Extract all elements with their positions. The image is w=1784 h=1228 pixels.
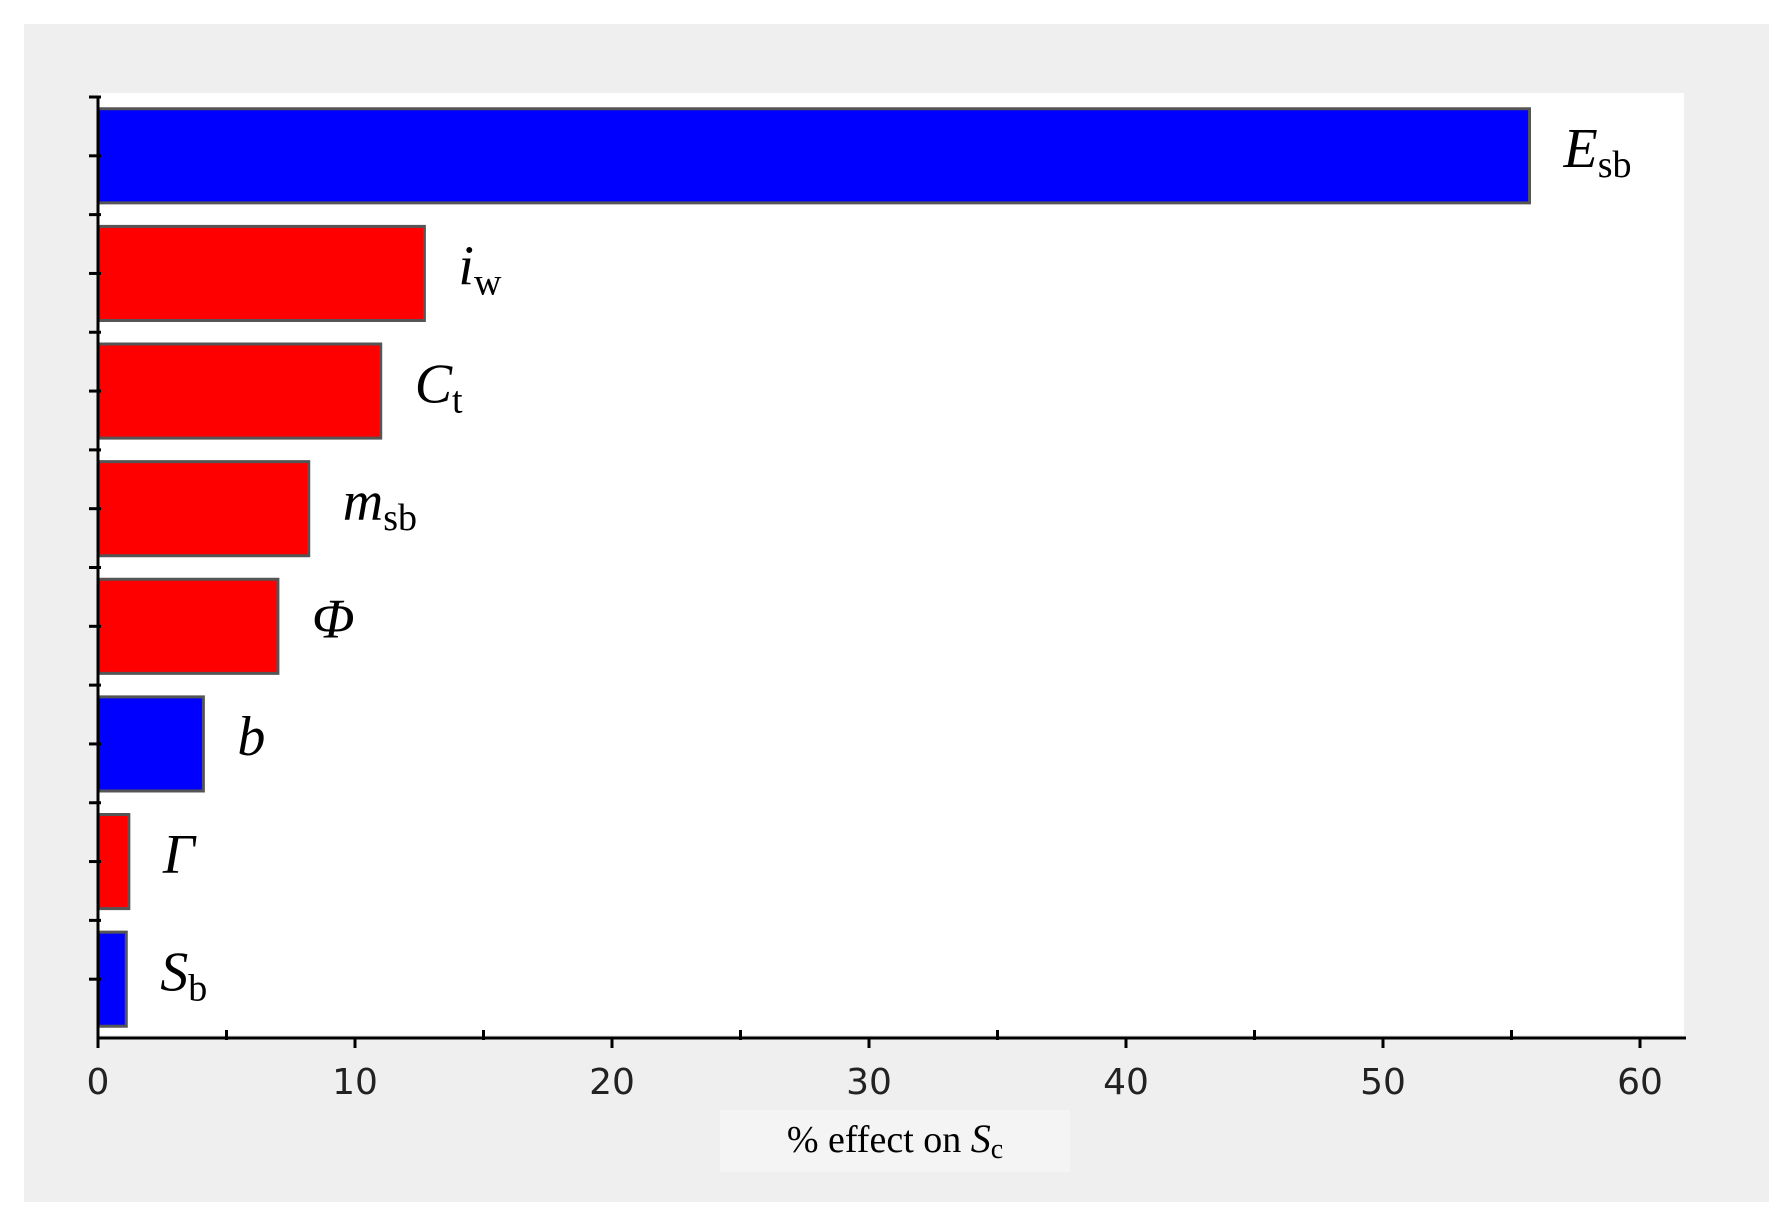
bar-label-7: Sb <box>160 941 207 1009</box>
bar-label-2: Ct <box>415 353 463 421</box>
bar-label-symbol-7: S <box>160 941 188 1003</box>
bar-7 <box>96 930 128 1028</box>
x-axis-label-box <box>720 1110 1070 1172</box>
bar-label-symbol-0: E <box>1562 118 1597 180</box>
bar-label-symbol-5: b <box>237 706 265 768</box>
bar-6 <box>96 813 131 911</box>
bar-label-0: Esb <box>1562 118 1631 186</box>
bar-4 <box>96 577 280 675</box>
x-axis-label: % effect on Sc <box>787 1116 1003 1165</box>
x-tick-label-0: 0 <box>87 1062 110 1103</box>
x-tick-label-4: 40 <box>1103 1062 1149 1103</box>
x-axis-label-symbol: S <box>971 1116 991 1161</box>
x-axis-label-subscript: c <box>991 1134 1003 1165</box>
bar-label-1: iw <box>458 236 502 304</box>
bar-label-subscript-7: b <box>188 967 207 1009</box>
bar-label-symbol-3: m <box>343 471 383 533</box>
x-tick-label-6: 60 <box>1617 1062 1663 1103</box>
x-tick-label-1: 10 <box>332 1062 378 1103</box>
bar-0 <box>96 107 1531 205</box>
bar-label-symbol-2: C <box>415 353 453 415</box>
bar-label-subscript-3: sb <box>383 497 417 539</box>
x-tick-label-3: 30 <box>846 1062 892 1103</box>
bar-label-4: Φ <box>312 589 355 651</box>
bar-2 <box>96 342 383 440</box>
bar-5 <box>96 695 205 793</box>
x-axis-label-text: % effect on <box>787 1119 971 1161</box>
bar-label-symbol-6: Γ <box>162 824 197 886</box>
bar-1 <box>96 224 426 322</box>
bar-label-symbol-4: Φ <box>312 589 355 651</box>
x-ticks-group: 0 10 20 30 40 50 60 <box>87 1030 1663 1103</box>
bar-label-subscript-1: w <box>474 262 502 304</box>
y-ticks-group <box>89 95 101 981</box>
bar-label-3: msb <box>343 471 417 539</box>
x-tick-label-5: 50 <box>1360 1062 1406 1103</box>
bar-label-subscript-0: sb <box>1598 144 1632 186</box>
bar-label-6: Γ <box>162 824 197 886</box>
bars-group <box>96 107 1531 1028</box>
bar-label-subscript-2: t <box>452 379 463 421</box>
x-tick-label-2: 20 <box>589 1062 635 1103</box>
bar-3 <box>96 460 311 558</box>
bar-label-symbol-1: i <box>458 236 474 298</box>
bar-label-5: b <box>237 706 265 768</box>
